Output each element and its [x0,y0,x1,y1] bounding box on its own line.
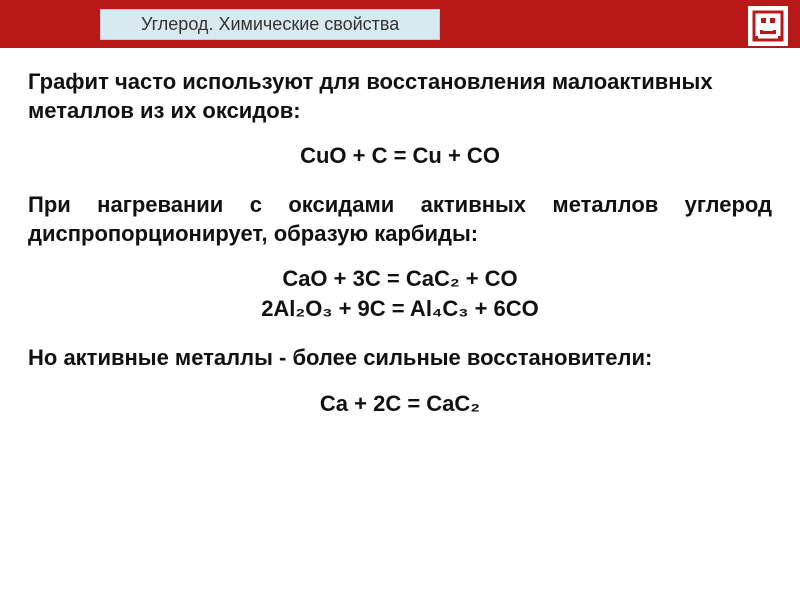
equation-3: 2Al₂O₃ + 9C = Al₄C₃ + 6CO [28,296,772,322]
equation-block-2: CaO + 3C = CaC₂ + CO 2Al₂O₃ + 9C = Al₄C₃… [28,266,772,322]
equation-block-3: Ca + 2C = CaC₂ [28,391,772,417]
paragraph-3: Но активные металлы - более сильные восс… [28,344,772,373]
app-icon [748,6,788,46]
header-bar: Углерод. Химические свойства [0,0,800,48]
content-area: Графит часто используют для восстановлен… [0,48,800,459]
equation-1: CuO + C = Cu + CO [28,143,772,169]
equation-block-1: CuO + C = Cu + CO [28,143,772,169]
paragraph-2: При нагревании с оксидами активных метал… [28,191,772,248]
equation-4: Ca + 2C = CaC₂ [28,391,772,417]
paragraph-1: Графит часто используют для восстановлен… [28,68,772,125]
equation-2: CaO + 3C = CaC₂ + CO [28,266,772,292]
page-title: Углерод. Химические свойства [100,9,440,40]
